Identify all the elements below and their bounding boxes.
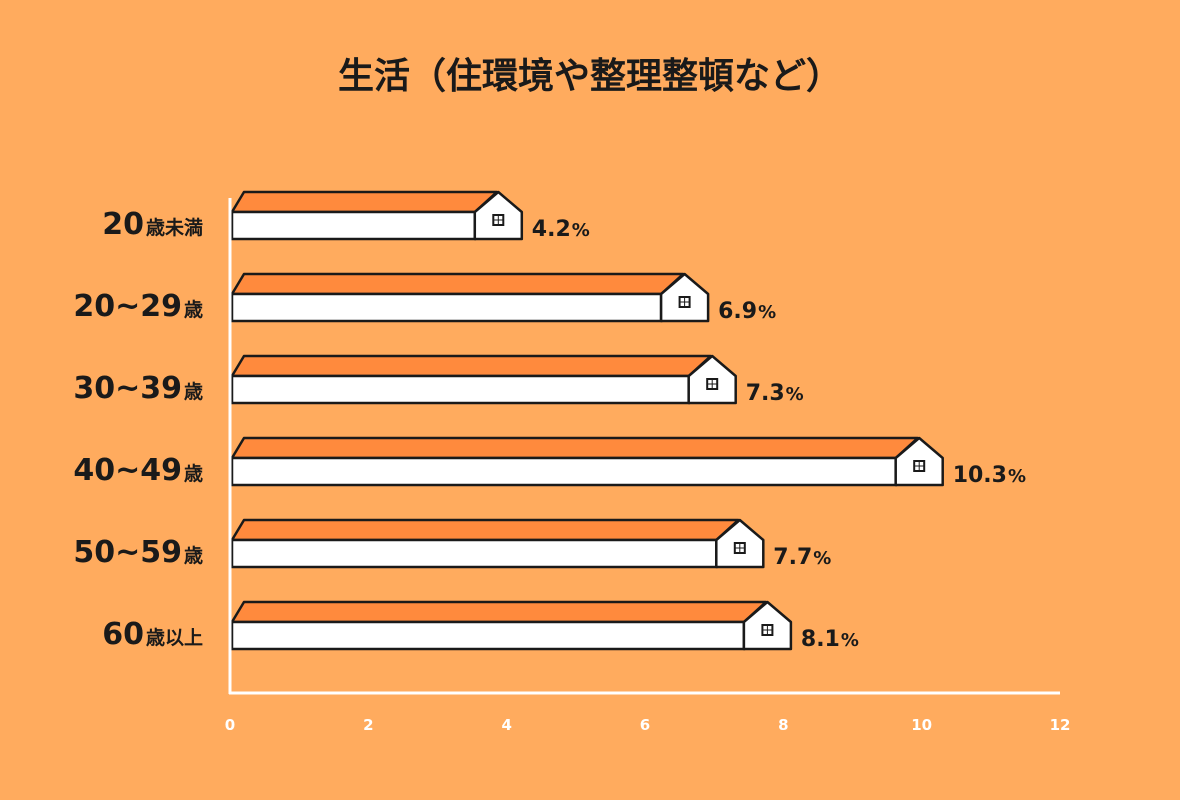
bar-front-face xyxy=(230,210,477,241)
bars-group: 4.2% 6.9% 7.3% 10.3% 7.7% 8.1% xyxy=(230,190,1026,652)
window-icon xyxy=(706,378,719,390)
value-label: 6.9% xyxy=(718,299,776,324)
bar-0: 4.2% xyxy=(230,190,590,242)
bar-front-face xyxy=(230,292,663,323)
bar-3: 10.3% xyxy=(230,436,1026,488)
category-label: 60 歳以上 xyxy=(102,617,203,652)
bar-top-face xyxy=(230,518,740,542)
bar-front-face xyxy=(230,374,690,405)
category-label: 20~29 歳 xyxy=(73,289,203,324)
window-icon xyxy=(913,460,926,472)
category-label: 40~49 歳 xyxy=(73,453,203,488)
x-tick-label: 8 xyxy=(778,716,788,734)
bar-2: 7.3% xyxy=(230,354,804,406)
bar-front-face xyxy=(230,456,897,487)
x-tick-label: 2 xyxy=(363,716,373,734)
value-label: 4.2% xyxy=(532,217,590,242)
window-icon xyxy=(492,214,505,226)
x-tick-label: 0 xyxy=(225,716,235,734)
window-icon xyxy=(678,296,691,308)
bar-top-face xyxy=(230,354,712,378)
bar-4: 7.7% xyxy=(230,518,831,570)
axes-group: 20 歳未満 20~29 歳 30~39 歳 40~49 歳 50~59 歳 60 歳以上 0 2 4 6 8 1… xyxy=(73,198,1070,734)
bar-front-face xyxy=(230,620,746,651)
window-icon xyxy=(733,542,746,554)
value-label: 7.3% xyxy=(746,381,804,406)
chart-title: 生活（住環境や整理整頓など） xyxy=(338,56,842,97)
x-tick-label: 4 xyxy=(501,716,511,734)
category-label: 20 歳未満 xyxy=(102,207,203,242)
value-label: 7.7% xyxy=(773,545,831,570)
bar-5: 8.1% xyxy=(230,600,859,652)
bar-front-face xyxy=(230,538,718,569)
bar-1: 6.9% xyxy=(230,272,776,324)
category-label: 50~59 歳 xyxy=(73,535,203,570)
bar-top-face xyxy=(230,600,768,624)
bar-top-face xyxy=(230,436,919,460)
x-tick-label: 12 xyxy=(1050,716,1071,734)
category-label: 30~39 歳 xyxy=(73,371,203,406)
x-tick-label: 6 xyxy=(640,716,650,734)
value-label: 8.1% xyxy=(801,627,859,652)
x-tick-label: 10 xyxy=(911,716,932,734)
bar-top-face xyxy=(230,190,499,214)
bar-top-face xyxy=(230,272,685,296)
value-label: 10.3% xyxy=(953,463,1026,488)
window-icon xyxy=(761,624,774,636)
